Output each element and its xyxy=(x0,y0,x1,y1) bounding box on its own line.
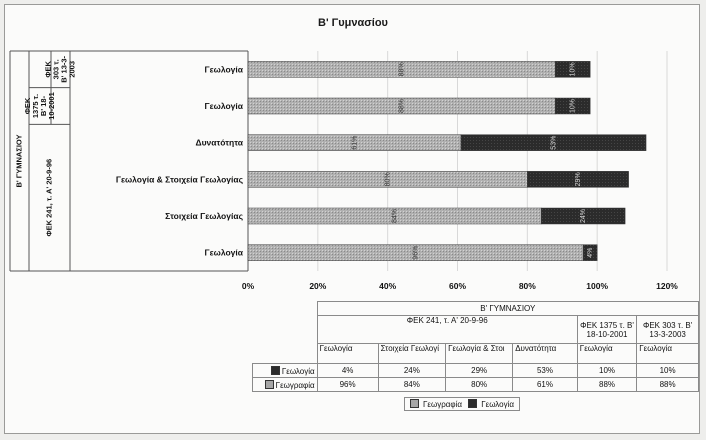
x-tick-label: 80% xyxy=(519,281,536,291)
x-tick-label: 120% xyxy=(656,281,678,291)
category-label: Γεωλογία xyxy=(205,101,244,111)
bar-segment xyxy=(527,171,629,188)
x-tick-label: 100% xyxy=(586,281,608,291)
table-category: Γεωλογία xyxy=(316,343,379,364)
table-cell: 10% xyxy=(636,363,699,378)
data-table: Β' ΓΥΜΝΑΣΙΟΥ ΦΕΚ 241, τ. Α' 20-9-96 ΦΕΚ … xyxy=(252,301,700,392)
bar-data-label: 24% xyxy=(580,209,587,223)
table-series-label: Γεωγραφία xyxy=(252,377,318,392)
geologia-series-name: Γεωλογία xyxy=(281,366,315,376)
category-label: Δυνατότητα xyxy=(195,138,243,148)
bar-data-label: 10% xyxy=(570,62,577,76)
table-cell: 80% xyxy=(445,377,514,392)
geologia-key-swatch xyxy=(270,365,280,375)
group-label: 1375 τ. xyxy=(31,94,40,118)
table-category: Γεωλογία xyxy=(636,343,699,364)
table-cell: 84% xyxy=(377,377,447,392)
chart-frame: Β' Γυμνασίου 96% 4% 84% 24% 80% 29% 61% 53% 88% 1… xyxy=(4,4,700,434)
table-cell: 53% xyxy=(512,363,578,378)
gridlines xyxy=(317,51,668,271)
table-cell: 88% xyxy=(636,377,699,392)
geologia-legend-label: Γεωλογία xyxy=(481,400,515,409)
table-series-label: Γεωλογία xyxy=(252,363,318,378)
geografia-legend-label: Γεωγραφία xyxy=(423,400,462,409)
outer-group-label: Β' ΓΥΜΝΑΣΙΟΥ xyxy=(14,134,23,187)
bar-segment xyxy=(460,134,647,151)
geologia-legend-swatch xyxy=(468,399,478,408)
x-tick-label: 0% xyxy=(242,281,255,291)
table-category: Γεωλογία xyxy=(576,343,638,364)
group-label: 303 τ. xyxy=(51,59,60,79)
bar-data-label: 53% xyxy=(550,136,557,150)
x-tick-label: 60% xyxy=(449,281,466,291)
table-cell: 29% xyxy=(445,363,514,378)
category-label: Γεωλογία xyxy=(205,248,244,258)
table-cell: 96% xyxy=(316,377,379,392)
bar-segment xyxy=(555,61,591,78)
bars: 96% 4% 84% 24% 80% 29% 61% 53% 88% 10% 88% 10% xyxy=(247,61,647,261)
category-label: Στοιχεία Γεωλογίας xyxy=(165,211,243,221)
group-label: ΦΕΚ xyxy=(23,97,32,114)
category-label: Γεωλογία & Στοιχεία Γεωλογίας xyxy=(116,174,244,184)
group-label: ΦΕΚ 241, τ. Α' 20-9-96 xyxy=(44,159,53,237)
group-label: Β' 13-3- xyxy=(59,55,68,82)
group-label: ΦΕΚ xyxy=(43,60,52,77)
geografia-key-swatch xyxy=(264,379,274,389)
geografia-legend-swatch xyxy=(410,399,419,408)
x-tick-label: 40% xyxy=(379,281,396,291)
category-labels: Γεωλογία Στοιχεία Γεωλογίας Γεωλογία & Στο… xyxy=(116,64,244,257)
bar-segment xyxy=(541,207,626,225)
table-group-header: ΦΕΚ 241, τ. Α' 20-9-96 xyxy=(316,315,578,344)
bar-data-label: 80% xyxy=(385,172,392,186)
table-category: Δυνατότητα xyxy=(512,343,578,364)
group-label: 2003 xyxy=(67,61,76,78)
bar-chart: 96% 4% 84% 24% 80% 29% 61% 53% 88% 10% 88% 10% Γεωλ… xyxy=(9,50,678,291)
bar-segment xyxy=(582,244,598,261)
table-category: Γεωλογία & Στοι xyxy=(445,343,514,364)
table-cell: 10% xyxy=(576,363,638,378)
x-tick-labels: 0% 20% 40% 60% 80% 100% 120% xyxy=(242,281,678,291)
table-cell: 24% xyxy=(377,363,447,378)
chart-title: Β' Γυμνασίου xyxy=(318,17,388,29)
bar-data-label: 29% xyxy=(575,172,582,186)
bar-data-label: 4% xyxy=(587,248,594,258)
geografia-series-name: Γεωγραφία xyxy=(275,380,315,390)
category-axis-box xyxy=(9,50,249,272)
table-category: Στοιχεία Γεωλογί xyxy=(377,343,447,364)
x-tick-label: 20% xyxy=(309,281,326,291)
legend: Γεωγραφία Γεωλογία xyxy=(404,397,521,411)
table-cell: 88% xyxy=(576,377,638,392)
group-label: 10-2001 xyxy=(47,92,56,120)
bar-data-label: 61% xyxy=(351,136,358,150)
table-group-header: ΦΕΚ 1375 τ. Β' 18-10-2001 xyxy=(576,315,638,344)
table-cell: 4% xyxy=(316,363,379,378)
bar-data-label: 88% xyxy=(398,99,405,113)
bar-data-label: 96% xyxy=(412,246,419,260)
table-outer-header: Β' ΓΥΜΝΑΣΙΟΥ xyxy=(316,301,700,316)
bar-data-label: 88% xyxy=(398,62,405,76)
bar-data-label: 10% xyxy=(570,99,577,113)
bar-data-label: 84% xyxy=(391,209,398,223)
table-group-header: ΦΕΚ 303 τ. Β' 13-3-2003 xyxy=(636,315,699,344)
bar-segment xyxy=(555,97,591,115)
table-cell: 61% xyxy=(512,377,578,392)
category-label: Γεωλογία xyxy=(205,64,244,74)
group-label: Β' 18- xyxy=(39,95,48,116)
